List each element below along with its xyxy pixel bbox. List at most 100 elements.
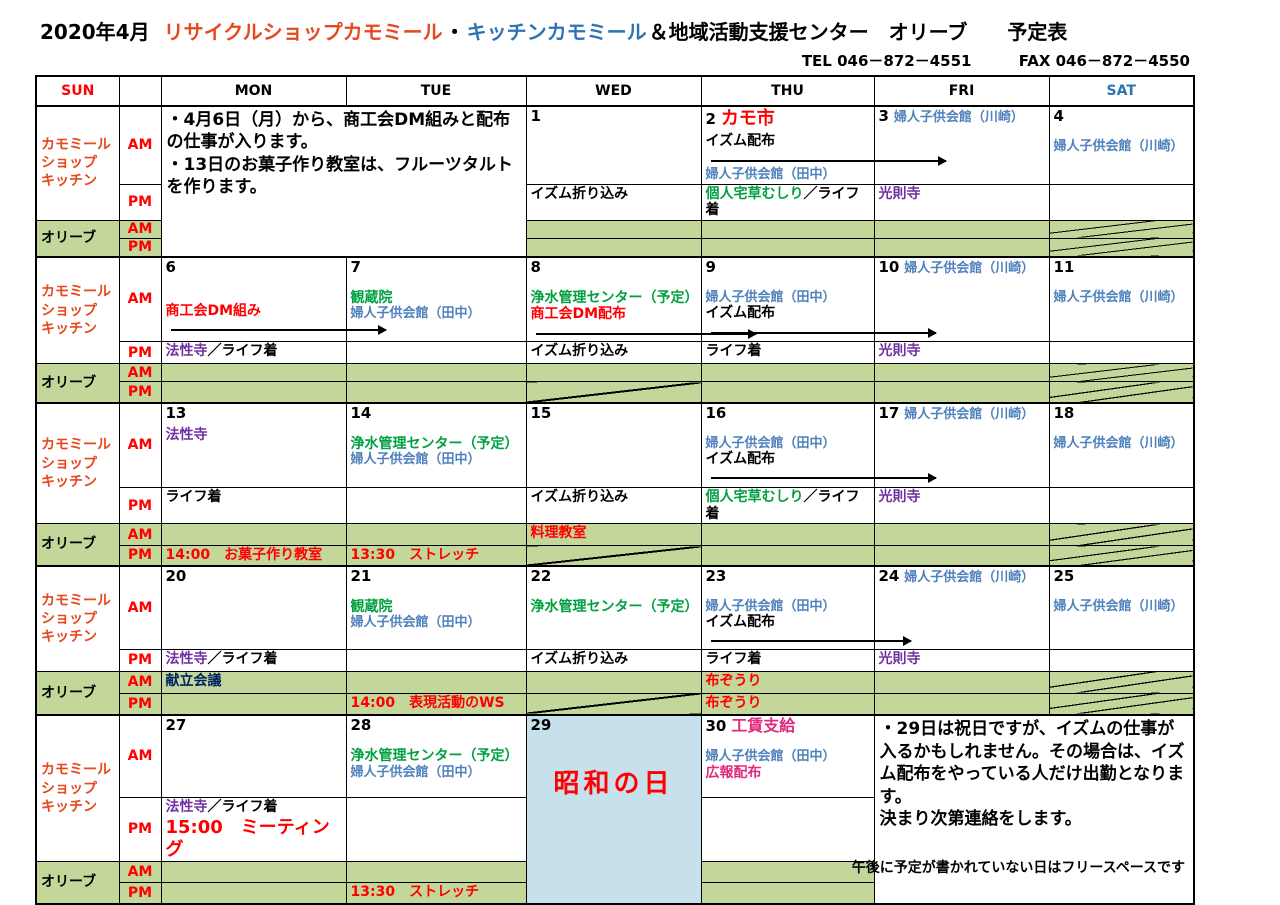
event-venue-tanaka: 婦人子供会館（田中） xyxy=(350,764,481,780)
cell-apr8-olive-am xyxy=(525,363,702,383)
cell-apr28-olive-am xyxy=(345,860,527,883)
cell-apr16-am: 16 婦人子供会館（田中） イズム配布 xyxy=(700,401,937,489)
cell-apr13-am: 13 法性寺 xyxy=(160,401,347,489)
cell-apr17-pm: 光則寺 xyxy=(873,487,1050,525)
day-header-spacer xyxy=(118,75,162,107)
cell-apr7-olive-pm xyxy=(345,381,527,404)
event-venue-tanaka: 婦人子供会館（田中） xyxy=(705,749,836,765)
row-label-olive: オリーブ xyxy=(35,363,120,404)
cell-apr16-pm: 個人宅草むしり／ライフ着 xyxy=(700,487,875,525)
cell-apr1-olive-pm xyxy=(525,237,702,258)
day-header-thu: THU xyxy=(700,75,875,107)
cell-apr9-pm: ライフ着 xyxy=(700,341,875,365)
cell-apr21-pm xyxy=(345,648,527,672)
week3-am-row: カモミール ショップ キッチン AM 13 法性寺 14 浄水管理センター（予定… xyxy=(35,401,1195,525)
day-number: 4 xyxy=(1053,107,1064,125)
event-stretch: 13:30 ストレッチ xyxy=(350,883,480,900)
row-label-olive: オリーブ xyxy=(35,523,120,567)
schedule-table: SUN MON TUE WED THU FRI SAT カモミール ショップ キ… xyxy=(35,75,1195,905)
week5-olive-am-row: オリーブ AM xyxy=(35,860,1194,905)
day-header-mon: MON xyxy=(160,75,347,107)
cell-apr24-pm: 光則寺 xyxy=(873,648,1050,672)
cell-apr27-am: 27 xyxy=(160,714,347,798)
cell-apr4-olive-am-crossed xyxy=(1048,219,1195,239)
cell-apr22-olive-am xyxy=(525,670,702,694)
cell-apr14-pm xyxy=(345,487,527,525)
event-kosokuji: 光則寺 xyxy=(878,650,921,667)
day-number: 17 xyxy=(878,403,900,422)
event-sweets-class: 14:00 お菓子作り教室 xyxy=(165,547,323,564)
cell-apr30-pm xyxy=(700,796,875,862)
footer-note: 午後に予定が書かれていない日はフリースペースです xyxy=(851,860,1185,876)
cell-apr24-olive-pm xyxy=(873,692,1050,716)
cell-apr6-pm: 法性寺／ライフ着 xyxy=(160,341,347,365)
cell-apr20-pm: 法性寺／ライフ着 xyxy=(160,648,347,672)
cell-apr14-olive-am xyxy=(345,523,527,547)
cell-apr13-olive-am xyxy=(160,523,347,547)
cell-apr18-am: 18 婦人子供会館（川崎） xyxy=(1048,401,1195,489)
cell-apr28-olive-pm: 13:30 ストレッチ xyxy=(345,881,527,905)
day-number: 1 xyxy=(530,107,541,125)
cell-apr1-olive-am xyxy=(525,219,702,239)
kamo-label-line2: ショップ xyxy=(41,302,97,319)
cell-apr16-olive-pm xyxy=(700,545,875,567)
day-number: 24 xyxy=(878,566,900,585)
event-hoshoji: 法性寺 xyxy=(165,650,208,667)
cell-apr2-olive-pm xyxy=(700,237,875,258)
row-label-olive: オリーブ xyxy=(35,219,120,258)
am-label: AM xyxy=(118,523,162,547)
pm-label: PM xyxy=(118,487,162,525)
row-label-kamomile-shop-kitchen: カモミール ショップ キッチン xyxy=(35,401,120,525)
event-menu-meeting: 献立会議 xyxy=(165,672,222,689)
cell-apr25-am: 25 婦人子供会館（川崎） xyxy=(1048,564,1195,650)
day-number: 21 xyxy=(350,566,372,585)
kamo-label-line3: キッチン xyxy=(41,629,97,646)
event-kosokuji: 光則寺 xyxy=(878,185,921,202)
cell-apr23-pm: ライフ着 xyxy=(700,648,875,672)
event-izumu-orikomi: イズム折り込み xyxy=(530,343,629,360)
event-nunozori: 布ぞうり xyxy=(705,694,762,711)
cell-apr15-pm: イズム折り込み xyxy=(525,487,702,525)
cell-apr11-olive-pm-crossed xyxy=(1048,381,1195,404)
week1-note-cell: ・4月6日（月）から、商工会DM組みと配布の仕事が入ります。 ・13日のお菓子作… xyxy=(160,104,527,258)
cell-apr14-olive-pm: 13:30 ストレッチ xyxy=(345,545,527,567)
event-life: ライフ着 xyxy=(705,650,762,667)
event-venue-kawasaki: 婦人子供会館（川崎） xyxy=(904,261,1035,277)
weekday-header-row: SUN MON TUE WED THU FRI SAT xyxy=(35,75,1195,107)
day-header-sun: SUN xyxy=(35,75,120,107)
cell-apr17-olive-am xyxy=(873,523,1050,547)
cell-apr3-am: 3 婦人子供会館（川崎） xyxy=(873,104,1050,185)
event-life: ／ライフ着 xyxy=(207,798,278,815)
day-number: 15 xyxy=(530,403,552,422)
pm-label: PM xyxy=(118,237,162,258)
cell-apr3-olive-pm xyxy=(873,237,1050,258)
cell-apr21-olive-pm: 14:00 表現活動のWS xyxy=(345,692,527,716)
week4-olive-pm-row: PM 14:00 表現活動のWS 布ぞうり xyxy=(36,692,1195,716)
cell-apr27-olive-am xyxy=(160,860,347,883)
cell-apr11-olive-am-crossed xyxy=(1048,363,1195,383)
event-life: ／ライフ着 xyxy=(705,185,860,219)
pm-label: PM xyxy=(118,183,162,221)
day-number: 8 xyxy=(530,258,541,277)
continuation-arrow xyxy=(710,322,937,338)
day-number: 2 xyxy=(705,110,716,128)
day-number: 13 xyxy=(165,403,187,422)
cell-apr25-olive-am-crossed xyxy=(1048,670,1195,694)
event-venue-kawasaki: 婦人子供会館（川崎） xyxy=(1053,138,1184,154)
pm-label: PM xyxy=(118,341,162,365)
am-label: AM xyxy=(118,104,162,185)
cell-apr6-olive-pm xyxy=(160,381,347,404)
event-josui-center: 浄水管理センター（予定） xyxy=(530,598,699,615)
day-number: 25 xyxy=(1053,566,1075,585)
week3-olive-pm-row: PM 14:00 お菓子作り教室 13:30 ストレッチ xyxy=(36,545,1195,567)
event-venue-kawasaki: 婦人子供会館（川崎） xyxy=(904,569,1035,585)
note-line: ・29日は祝日ですが、イズムの仕事が入るかもしれません。その場合は、イズム配布を… xyxy=(879,719,1185,807)
cell-apr21-am: 21 観蔵院 婦人子供会館（田中） xyxy=(345,564,527,650)
event-hoshoji: 法性寺 xyxy=(165,426,208,443)
cell-apr13-pm: ライフ着 xyxy=(160,487,347,525)
cell-apr13-olive-pm: 14:00 お菓子作り教室 xyxy=(160,545,347,567)
kamo-label-line1: カモミール xyxy=(41,762,111,779)
row-label-kamomile-shop-kitchen: カモミール ショップ キッチン xyxy=(35,256,120,365)
cell-apr17-am: 17 婦人子供会館（川崎） xyxy=(873,401,1050,489)
